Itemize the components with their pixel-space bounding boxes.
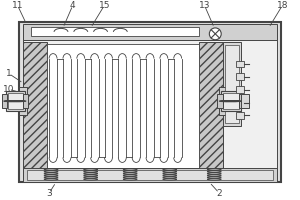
Bar (31, 27, 200, 36)
Bar (23, 24, 277, 40)
Bar (217, 94, 223, 108)
Bar (223, 42, 241, 126)
Bar (23, 26, 277, 178)
Bar (236, 61, 244, 67)
Bar (223, 93, 239, 109)
Bar (241, 94, 249, 108)
Text: 15: 15 (99, 1, 110, 10)
Bar (200, 42, 223, 170)
Bar (236, 112, 244, 119)
Bar (239, 94, 244, 108)
Text: 13: 13 (199, 1, 210, 10)
Bar (219, 87, 227, 115)
Text: 4: 4 (70, 1, 76, 10)
Circle shape (209, 28, 221, 40)
Bar (23, 94, 28, 108)
Text: 10: 10 (3, 85, 14, 94)
Bar (2, 94, 7, 108)
Text: 3: 3 (46, 189, 52, 198)
Text: 18: 18 (277, 1, 288, 10)
Bar (221, 91, 241, 111)
Text: 11: 11 (12, 1, 23, 10)
Bar (225, 45, 239, 123)
Bar (20, 22, 281, 182)
Text: 1: 1 (6, 69, 11, 78)
Bar (236, 99, 244, 106)
Bar (23, 42, 47, 170)
Bar (47, 44, 200, 168)
Bar (27, 170, 273, 180)
Bar (8, 93, 23, 109)
Bar (6, 91, 26, 111)
Text: 2: 2 (216, 189, 222, 198)
Bar (236, 86, 244, 93)
Bar (23, 168, 277, 182)
Bar (20, 87, 27, 115)
Bar (236, 73, 244, 80)
